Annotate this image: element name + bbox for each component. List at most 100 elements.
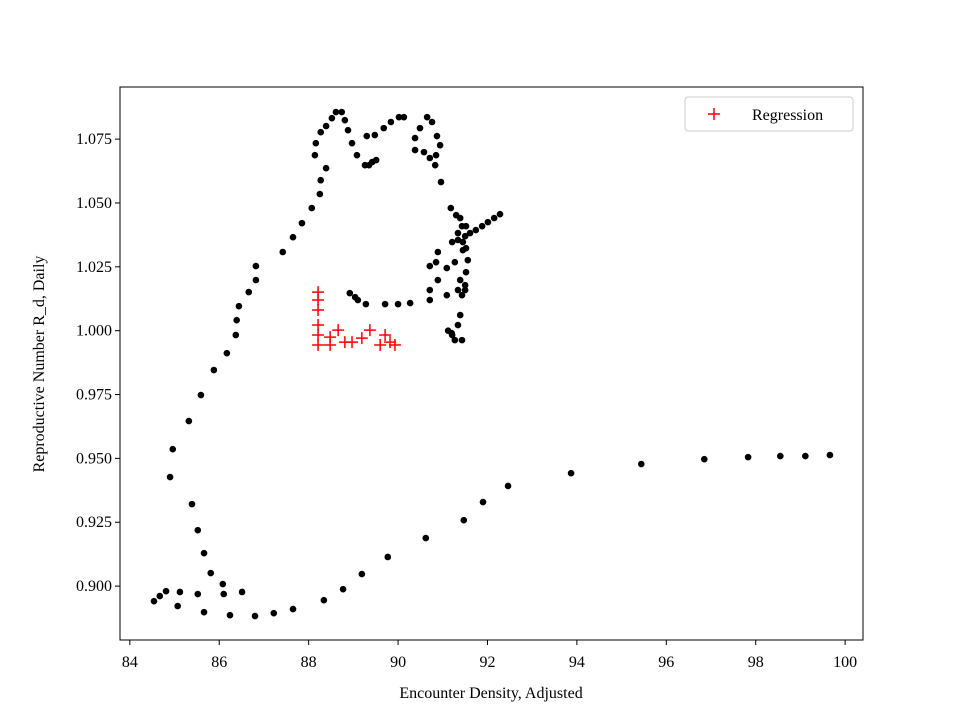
point <box>394 300 402 308</box>
point <box>426 154 434 162</box>
point <box>332 108 340 116</box>
point <box>447 204 455 212</box>
point <box>567 469 575 477</box>
x-tick-label: 88 <box>301 654 317 671</box>
point <box>456 276 464 284</box>
x-tick-label: 92 <box>479 654 495 671</box>
point <box>298 219 306 227</box>
point <box>188 500 196 508</box>
point <box>344 126 352 134</box>
point <box>460 516 468 524</box>
point <box>436 141 444 149</box>
point <box>423 113 431 121</box>
point <box>185 417 193 425</box>
point <box>371 131 379 139</box>
point <box>434 248 442 256</box>
x-tick-label: 84 <box>122 654 138 671</box>
point <box>220 590 228 598</box>
point <box>451 258 459 266</box>
point <box>416 124 424 132</box>
point <box>245 288 253 296</box>
point <box>226 611 234 619</box>
y-tick-label: 0.925 <box>76 514 112 531</box>
point <box>312 338 325 351</box>
point <box>150 597 158 605</box>
point <box>197 391 205 399</box>
point <box>395 113 403 121</box>
point <box>233 316 240 324</box>
point <box>459 238 467 246</box>
point <box>490 214 498 222</box>
point <box>252 276 260 284</box>
y-tick-label: 1.050 <box>76 195 112 212</box>
point <box>312 139 320 147</box>
point <box>434 276 442 284</box>
point <box>448 329 456 337</box>
x-tick-label: 86 <box>211 654 227 671</box>
point <box>320 596 328 604</box>
point <box>802 452 809 460</box>
y-tick-label: 1.025 <box>76 259 112 276</box>
point <box>462 222 470 230</box>
point <box>637 460 645 468</box>
point <box>461 232 469 240</box>
point <box>776 452 784 460</box>
point <box>484 218 492 226</box>
point <box>169 445 177 453</box>
point <box>348 139 356 147</box>
point <box>478 222 486 230</box>
point <box>210 366 218 374</box>
point <box>372 156 380 164</box>
y-tick-label: 0.975 <box>76 387 112 404</box>
point <box>207 569 215 577</box>
point <box>363 324 376 337</box>
point <box>322 122 330 130</box>
point <box>496 210 504 218</box>
point <box>451 336 459 344</box>
y-axis-label: Reproductive Number R_d, Daily <box>31 256 48 473</box>
x-axis-label: Encounter Density, Adjusted <box>399 685 582 702</box>
point <box>428 118 436 126</box>
point <box>316 190 324 198</box>
point <box>279 248 287 256</box>
point <box>472 226 480 234</box>
point <box>363 132 371 140</box>
point <box>238 588 246 596</box>
point <box>420 148 428 156</box>
point <box>379 329 392 342</box>
point <box>308 204 316 212</box>
y-tick-label: 0.950 <box>76 450 112 467</box>
point <box>194 526 202 534</box>
point <box>387 118 395 126</box>
point <box>270 609 278 617</box>
point <box>432 258 440 266</box>
point <box>380 124 388 132</box>
legend-marker <box>708 108 720 120</box>
point <box>458 336 466 344</box>
point <box>384 336 397 349</box>
point <box>358 570 366 578</box>
point <box>700 455 708 463</box>
point <box>388 338 401 351</box>
point <box>166 473 174 481</box>
point <box>458 291 466 299</box>
point <box>341 116 349 124</box>
point <box>459 246 467 254</box>
x-tick-label: 96 <box>658 654 674 671</box>
point <box>174 602 181 610</box>
point <box>194 590 202 598</box>
point <box>200 549 208 557</box>
point <box>381 300 389 308</box>
point <box>437 178 445 186</box>
point <box>433 132 441 140</box>
x-tick-label: 100 <box>833 654 857 671</box>
point <box>328 114 336 122</box>
point <box>461 286 469 294</box>
point <box>232 331 240 339</box>
point <box>456 214 464 222</box>
point <box>353 151 361 159</box>
point <box>426 286 434 294</box>
point <box>479 498 487 506</box>
point <box>355 332 368 345</box>
